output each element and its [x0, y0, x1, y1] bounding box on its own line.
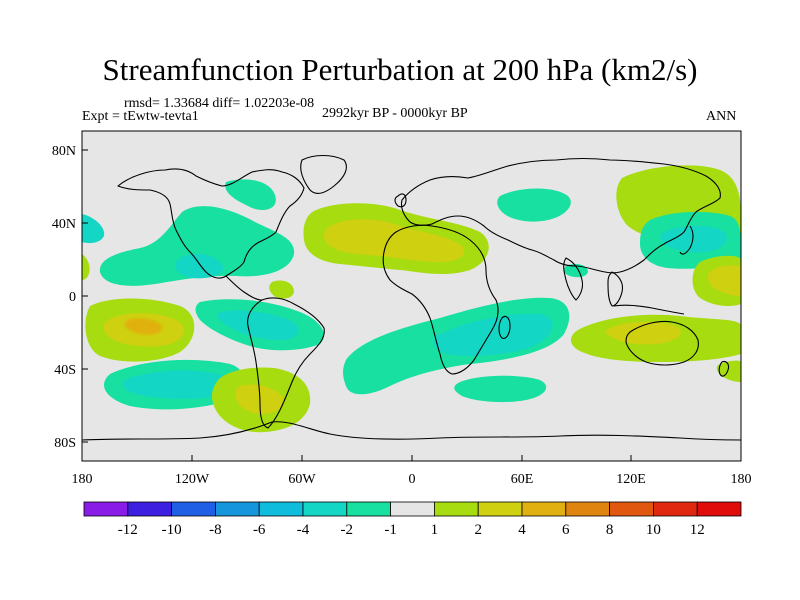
- contour-atl-core: [324, 219, 465, 262]
- colorbar-swatch: [346, 501, 391, 517]
- x-tick-labels: 180 120W 60W 0 60E 120E 180: [72, 472, 752, 487]
- x-tick-label: 60W: [288, 472, 316, 487]
- contour-spac-band-core: [217, 310, 299, 340]
- coast-madagascar: [498, 315, 511, 339]
- colorbar-label: 8: [606, 522, 614, 538]
- colorbar-swatch: [433, 501, 479, 517]
- contour-sepac-core: [122, 370, 231, 399]
- colorbar-swatch: [696, 501, 742, 517]
- coast-japan: [679, 225, 694, 255]
- contour-indian-core: [433, 313, 553, 356]
- contour-wpac-edge: [82, 214, 105, 244]
- coastlines: [82, 154, 741, 441]
- season-label: ANN: [706, 109, 737, 124]
- coast-british-isles: [394, 193, 407, 208]
- stats-label: rmsd= 1.33684 diff= 1.02203e-08: [124, 96, 315, 111]
- contour-swpac-green: [716, 360, 741, 382]
- contour-wpac-west: [82, 254, 90, 280]
- colorbar-swatch: [302, 501, 348, 517]
- colorbar-swatch: [653, 501, 698, 517]
- colorbar-swatch: [609, 501, 654, 517]
- colorbar-swatch: [565, 501, 610, 517]
- x-tick-label: 120E: [616, 472, 646, 487]
- contour-us-band: [99, 206, 295, 286]
- colorbar-label: -8: [209, 522, 222, 538]
- x-tick-label: 120W: [175, 472, 210, 487]
- axis-ticks: [81, 149, 742, 461]
- coast-antarctica: [82, 421, 741, 441]
- colorbar-label: -12: [118, 522, 138, 538]
- y-tick-label: 80S: [54, 436, 76, 451]
- colorbar-label: -2: [341, 522, 354, 538]
- colorbar-label: -6: [253, 522, 266, 538]
- colorbar-swatch: [83, 501, 129, 517]
- colorbar-label: -1: [384, 522, 397, 538]
- y-tick-label: 40S: [54, 363, 76, 378]
- colorbar-label: 1: [431, 522, 439, 538]
- contour-japan-core: [660, 225, 727, 253]
- coast-central-america: [225, 275, 263, 301]
- colorbar: [83, 501, 742, 517]
- y-tick-label: 0: [69, 290, 76, 305]
- x-tick-label: 60E: [511, 472, 534, 487]
- colorbar-label: -4: [297, 522, 310, 538]
- contour-spac-max: [125, 318, 163, 335]
- y-tick-label: 80N: [52, 144, 76, 159]
- coast-se-asia: [607, 271, 624, 307]
- colorbar-labels: -12 -10 -8 -6 -4 -2 -1 1 2 4 6 8 10 12: [118, 522, 705, 538]
- contour-us-core: [175, 253, 224, 279]
- x-tick-label: 0: [409, 472, 416, 487]
- colorbar-label: 12: [690, 522, 705, 538]
- coast-india: [563, 257, 584, 301]
- x-tick-label: 180: [731, 472, 752, 487]
- y-tick-labels: 80N 40N 0 40S 80S: [52, 144, 76, 451]
- coast-new-zealand: [718, 360, 730, 377]
- colorbar-label: -10: [162, 522, 182, 538]
- colorbar-swatch: [477, 501, 523, 517]
- contour-ca-patch: [269, 280, 294, 299]
- coast-south-america: [247, 297, 325, 429]
- coast-north-america: [117, 168, 305, 279]
- contour-asia-patch: [563, 264, 588, 278]
- y-tick-label: 40N: [52, 217, 76, 232]
- colorbar-label: 10: [646, 522, 661, 538]
- period-label: 2992kyr BP - 0000kyr BP: [322, 106, 468, 121]
- plot-title: Streamfunction Perturbation at 200 hPa (…: [102, 52, 698, 87]
- contour-na-north: [225, 179, 276, 211]
- colorbar-label: 6: [562, 522, 570, 538]
- contour-eur-cyan: [497, 188, 571, 222]
- experiment-label: Expt = tEwtw-tevta1: [82, 109, 199, 124]
- x-tick-label: 180: [72, 472, 93, 487]
- colorbar-swatch: [521, 501, 567, 517]
- colorbar-swatch: [390, 501, 435, 517]
- contour-sind-patch: [454, 375, 547, 403]
- contour-aus-core: [605, 321, 681, 345]
- coast-eurasia: [400, 157, 721, 274]
- colorbar-label: 2: [474, 522, 482, 538]
- colorbar-swatch: [127, 501, 173, 517]
- colorbar-label: 4: [518, 522, 526, 538]
- contour-wpac-tropics-core: [707, 265, 741, 296]
- coast-greenland: [300, 154, 347, 195]
- coast-australia: [625, 320, 699, 366]
- contour-fields: [82, 154, 741, 441]
- colorbar-swatch: [171, 501, 216, 517]
- colorbar-swatch: [258, 501, 304, 517]
- coast-indonesia: [613, 304, 685, 315]
- colorbar-swatch: [214, 501, 260, 517]
- coast-africa: [382, 224, 499, 375]
